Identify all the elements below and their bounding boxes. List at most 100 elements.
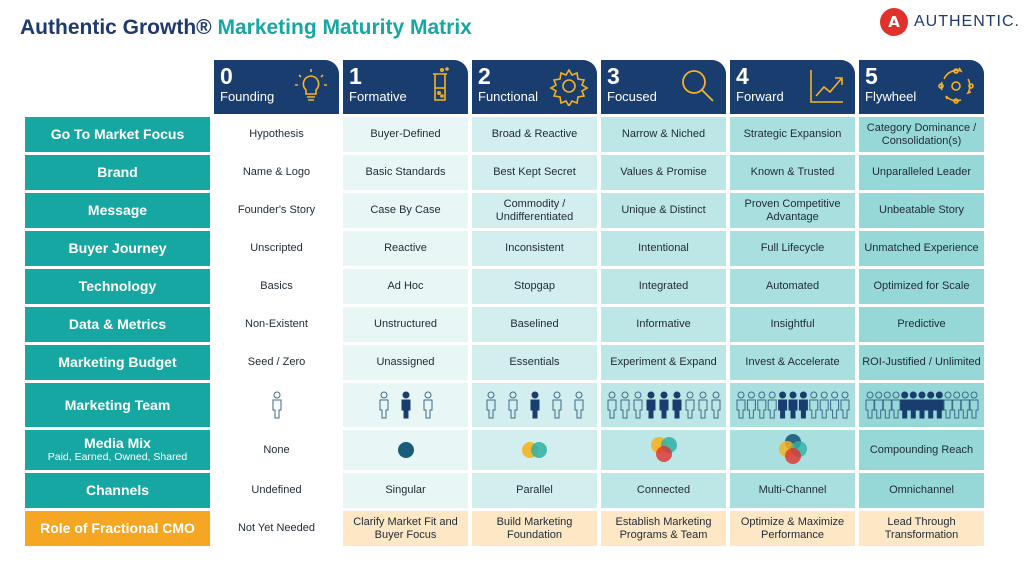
stage-number: 2 bbox=[478, 63, 491, 89]
cell-stage-5: Unmatched Experience bbox=[859, 231, 984, 266]
cell-stage-3: Integrated bbox=[601, 269, 726, 304]
flywheel-cycle-icon bbox=[938, 67, 974, 104]
gear-icon bbox=[549, 68, 589, 106]
beaker-icon bbox=[433, 67, 449, 101]
row-fractional-cmo: Role of Fractional CMO Not Yet Needed Cl… bbox=[25, 511, 984, 546]
cell-stage-0: Not Yet Needed bbox=[214, 511, 339, 546]
cell-stage-1 bbox=[343, 430, 468, 470]
cell-stage-2: Build Marketing Foundation bbox=[472, 511, 597, 546]
row-label: Role of Fractional CMO bbox=[25, 511, 210, 546]
small-team-icon bbox=[379, 391, 433, 419]
row-go-to-market-focus: Go To Market Focus Hypothesis Buyer-Defi… bbox=[25, 117, 984, 152]
header-spacer bbox=[25, 60, 210, 114]
cell-stage-5: Unparalleled Leader bbox=[859, 155, 984, 190]
row-label: Buyer Journey bbox=[25, 231, 210, 266]
cell-stage-1: Basic Standards bbox=[343, 155, 468, 190]
stage-header-4: 4 Forward bbox=[730, 60, 855, 114]
row-marketing-team: Marketing Team bbox=[25, 383, 984, 427]
lightbulb-icon bbox=[295, 69, 327, 101]
cell-stage-2: Broad & Reactive bbox=[472, 117, 597, 152]
row-label-text: Media Mix bbox=[84, 435, 151, 451]
row-channels: Channels Undefined Singular Parallel Con… bbox=[25, 473, 984, 508]
stage-number: 1 bbox=[349, 63, 362, 89]
cell-stage-3 bbox=[601, 430, 726, 470]
cell-stage-4: Multi-Channel bbox=[730, 473, 855, 508]
row-label: Channels bbox=[25, 473, 210, 508]
row-buyer-journey: Buyer Journey Unscripted Reactive Incons… bbox=[25, 231, 984, 266]
stage-header-2: 2 Functional bbox=[472, 60, 597, 114]
cell-stage-4: Full Lifecycle bbox=[730, 231, 855, 266]
cell-stage-3: Narrow & Niched bbox=[601, 117, 726, 152]
cell-stage-4 bbox=[730, 430, 855, 470]
cell-stage-4: Insightful bbox=[730, 307, 855, 342]
cell-stage-1: Unstructured bbox=[343, 307, 468, 342]
cell-stage-1: Reactive bbox=[343, 231, 468, 266]
cell-stage-5: ROI-Justified / Unlimited bbox=[859, 345, 984, 380]
row-label: Technology bbox=[25, 269, 210, 304]
cell-stage-1: Case By Case bbox=[343, 193, 468, 228]
cell-stage-2: Best Kept Secret bbox=[472, 155, 597, 190]
stage-number: 5 bbox=[865, 63, 878, 89]
row-label: Marketing Budget bbox=[25, 345, 210, 380]
stage-header-3: 3 Focused bbox=[601, 60, 726, 114]
cell-stage-1: Unassigned bbox=[343, 345, 468, 380]
row-technology: Technology Basics Ad Hoc Stopgap Integra… bbox=[25, 269, 984, 304]
cell-stage-4: Proven Competitive Advantage bbox=[730, 193, 855, 228]
maturity-matrix: 0 Founding 1 Formative 2 Functional bbox=[25, 60, 984, 546]
stage-name: Functional bbox=[478, 89, 538, 104]
cell-stage-0: Seed / Zero bbox=[214, 345, 339, 380]
stage-name: Founding bbox=[220, 89, 275, 104]
cell-stage-3: Intentional bbox=[601, 231, 726, 266]
cell-stage-0: Undefined bbox=[214, 473, 339, 508]
row-message: Message Founder's Story Case By Case Com… bbox=[25, 193, 984, 228]
row-label: Media Mix Paid, Earned, Owned, Shared bbox=[25, 430, 210, 470]
cell-stage-0: Name & Logo bbox=[214, 155, 339, 190]
cell-stage-5: Compounding Reach bbox=[859, 430, 984, 470]
row-brand: Brand Name & Logo Basic Standards Best K… bbox=[25, 155, 984, 190]
cell-stage-1: Ad Hoc bbox=[343, 269, 468, 304]
growth-chart-icon bbox=[810, 70, 843, 103]
stage-header-5: 5 Flywheel bbox=[859, 60, 984, 114]
media-circles-4-icon bbox=[778, 434, 807, 464]
authentic-wordmark: AUTHENTIC. bbox=[914, 13, 1020, 30]
team-icon bbox=[486, 391, 584, 419]
organization-icon bbox=[865, 391, 979, 419]
authentic-logo: A AUTHENTIC. bbox=[880, 8, 1020, 36]
cell-stage-3 bbox=[601, 383, 726, 427]
cell-stage-1: Clarify Market Fit and Buyer Focus bbox=[343, 511, 468, 546]
cell-stage-0: Hypothesis bbox=[214, 117, 339, 152]
cell-stage-3: Unique & Distinct bbox=[601, 193, 726, 228]
stage-number: 0 bbox=[220, 63, 233, 89]
row-media-mix: Media Mix Paid, Earned, Owned, Shared No… bbox=[25, 430, 984, 470]
cell-stage-2: Stopgap bbox=[472, 269, 597, 304]
stage-name: Formative bbox=[349, 89, 407, 104]
stage-number: 4 bbox=[736, 63, 749, 89]
department-icon bbox=[736, 391, 850, 419]
magnifier-icon bbox=[682, 70, 714, 102]
cell-stage-4: Strategic Expansion bbox=[730, 117, 855, 152]
cell-stage-3: Experiment & Expand bbox=[601, 345, 726, 380]
row-label: Data & Metrics bbox=[25, 307, 210, 342]
cell-stage-3: Connected bbox=[601, 473, 726, 508]
cell-stage-4: Optimize & Maximize Performance bbox=[730, 511, 855, 546]
row-label: Brand bbox=[25, 155, 210, 190]
cell-stage-4: Invest & Accelerate bbox=[730, 345, 855, 380]
cell-stage-1: Singular bbox=[343, 473, 468, 508]
cell-stage-2: Baselined bbox=[472, 307, 597, 342]
row-sublabel: Paid, Earned, Owned, Shared bbox=[47, 451, 188, 463]
cell-stage-1: Buyer-Defined bbox=[343, 117, 468, 152]
large-team-icon bbox=[607, 391, 721, 419]
cell-stage-2: Parallel bbox=[472, 473, 597, 508]
cell-stage-2: Essentials bbox=[472, 345, 597, 380]
cell-stage-3: Values & Promise bbox=[601, 155, 726, 190]
cell-stage-0: Unscripted bbox=[214, 231, 339, 266]
cell-stage-0: None bbox=[214, 430, 339, 470]
cell-stage-5: Predictive bbox=[859, 307, 984, 342]
cell-stage-0: Founder's Story bbox=[214, 193, 339, 228]
cell-stage-2 bbox=[472, 430, 597, 470]
cell-stage-4: Known & Trusted bbox=[730, 155, 855, 190]
cell-stage-5: Omnichannel bbox=[859, 473, 984, 508]
row-data-and-metrics: Data & Metrics Non-Existent Unstructured… bbox=[25, 307, 984, 342]
cell-stage-5: Lead Through Transformation bbox=[859, 511, 984, 546]
authentic-logo-icon: A bbox=[880, 8, 908, 36]
